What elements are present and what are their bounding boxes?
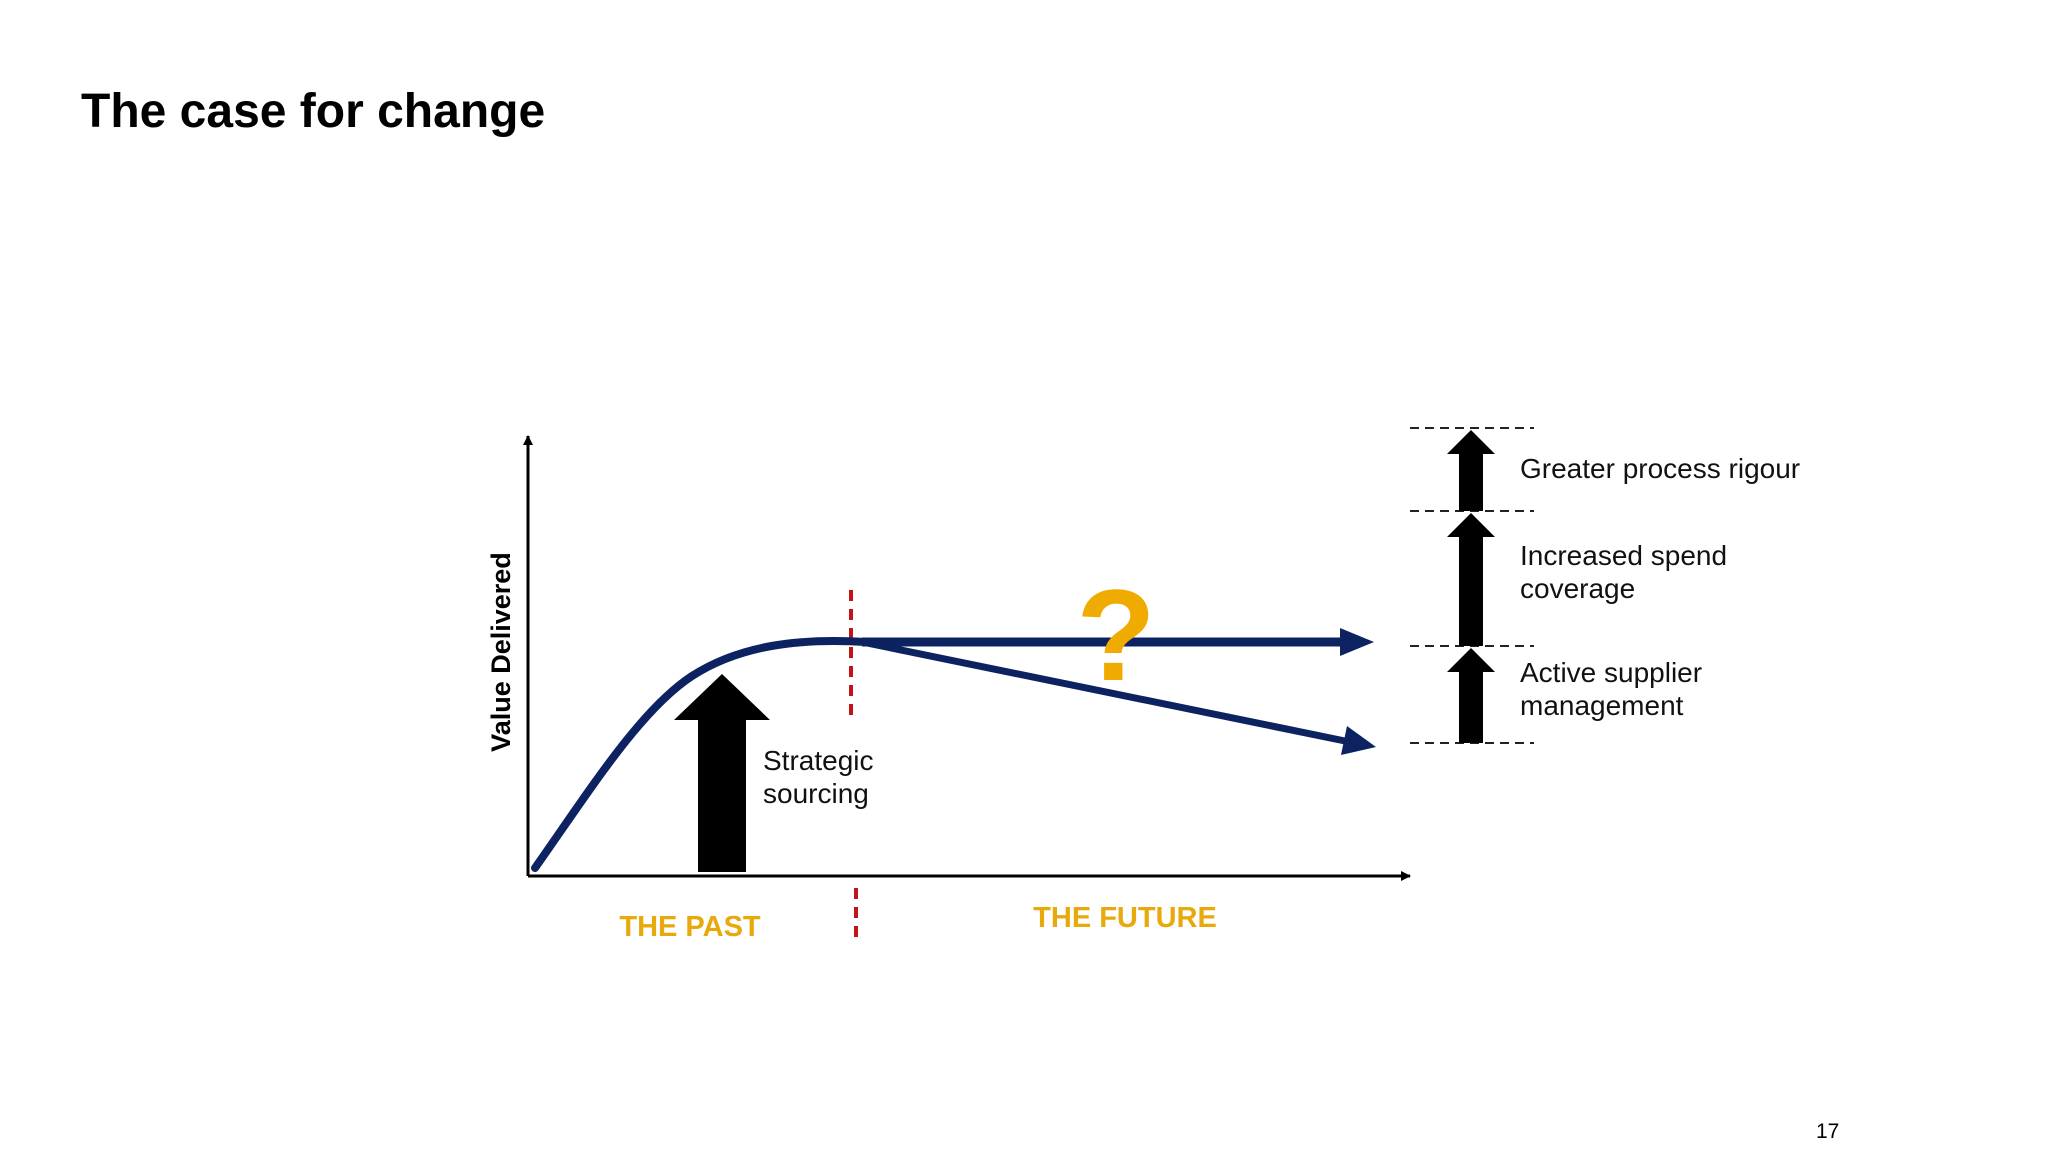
strategic-sourcing-label: Strategic sourcing <box>763 745 881 809</box>
spend-coverage-line-2: coverage <box>1520 573 1635 604</box>
process-rigour-arrow <box>1447 430 1495 511</box>
supplier-management-label: Active supplier management <box>1520 657 1710 721</box>
value-curve <box>531 636 870 872</box>
strategic-sourcing-arrow <box>674 674 770 872</box>
strategic-sourcing-line-2: sourcing <box>763 778 869 809</box>
y-axis-label: Value Delivered <box>486 552 516 752</box>
spend-coverage-line-1: Increased spend <box>1520 540 1727 571</box>
process-rigour-line-1: Greater process rigour <box>1520 453 1800 484</box>
future-label: THE FUTURE <box>1033 902 1217 934</box>
supplier-management-line-2: management <box>1520 690 1684 721</box>
past-label: THE PAST <box>619 911 761 943</box>
strategic-sourcing-line-1: Strategic <box>763 745 874 776</box>
process-rigour-label: Greater process rigour <box>1520 453 1800 484</box>
supplier-management-line-1: Active supplier <box>1520 657 1702 688</box>
future-path-decline-arrowhead <box>1341 726 1376 755</box>
spend-coverage-arrow <box>1447 513 1495 646</box>
supplier-management-arrow <box>1447 648 1495 743</box>
future-path-decline <box>861 638 1346 745</box>
spend-coverage-label: Increased spend coverage <box>1520 540 1735 604</box>
slide-title: The case for change <box>81 85 546 138</box>
page-number: 17 <box>1816 1120 1840 1143</box>
future-path-sustained-arrowhead <box>1340 628 1374 656</box>
uncertainty-mark: ? <box>1076 562 1155 708</box>
